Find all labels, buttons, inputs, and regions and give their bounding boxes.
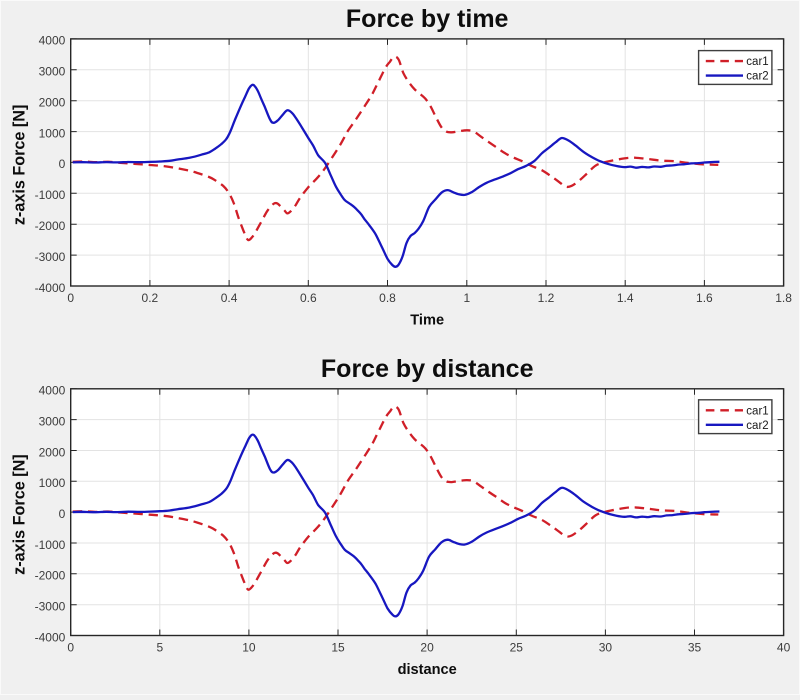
svg-text:3000: 3000 [39, 65, 66, 79]
svg-text:1.4: 1.4 [617, 291, 634, 305]
svg-text:car1: car1 [746, 405, 768, 417]
svg-text:2000: 2000 [39, 445, 66, 459]
svg-text:0.4: 0.4 [221, 291, 238, 305]
svg-text:1000: 1000 [39, 476, 66, 490]
svg-text:0: 0 [59, 157, 66, 171]
svg-text:10: 10 [242, 640, 256, 654]
svg-text:1.8: 1.8 [775, 291, 792, 305]
svg-text:0.2: 0.2 [142, 291, 159, 305]
svg-text:30: 30 [599, 640, 613, 654]
svg-text:-3000: -3000 [35, 250, 66, 264]
svg-text:4000: 4000 [39, 384, 66, 398]
svg-text:-1000: -1000 [35, 538, 66, 552]
svg-text:2000: 2000 [39, 96, 66, 110]
svg-text:1.2: 1.2 [538, 291, 555, 305]
svg-text:car1: car1 [746, 56, 768, 68]
svg-text:25: 25 [510, 640, 524, 654]
svg-text:z-axis Force [N]: z-axis Force [N] [11, 105, 29, 226]
svg-text:0: 0 [59, 507, 66, 521]
svg-text:-1000: -1000 [35, 188, 66, 202]
svg-text:40: 40 [777, 640, 791, 654]
svg-text:3000: 3000 [39, 414, 66, 428]
svg-text:-2000: -2000 [35, 219, 66, 233]
svg-text:0.6: 0.6 [300, 291, 317, 305]
svg-text:0: 0 [67, 291, 74, 305]
svg-text:Force by time: Force by time [346, 5, 509, 33]
svg-text:z-axis Force [N]: z-axis Force [N] [11, 454, 29, 575]
svg-text:5: 5 [156, 640, 163, 654]
svg-text:0: 0 [67, 640, 74, 654]
svg-text:distance: distance [398, 662, 457, 678]
svg-text:35: 35 [688, 640, 702, 654]
svg-text:1.6: 1.6 [696, 291, 713, 305]
svg-text:car2: car2 [746, 71, 768, 83]
svg-text:1: 1 [463, 291, 470, 305]
svg-text:Time: Time [410, 313, 444, 329]
svg-text:-2000: -2000 [35, 569, 66, 583]
svg-text:15: 15 [331, 640, 345, 654]
svg-text:-4000: -4000 [35, 281, 66, 295]
svg-text:-4000: -4000 [35, 630, 66, 644]
svg-text:Force by distance: Force by distance [321, 355, 534, 383]
svg-text:4000: 4000 [39, 34, 66, 48]
svg-text:0.8: 0.8 [379, 291, 396, 305]
svg-text:car2: car2 [746, 420, 768, 432]
svg-text:1000: 1000 [39, 126, 66, 140]
svg-text:-3000: -3000 [35, 600, 66, 614]
svg-text:20: 20 [420, 640, 434, 654]
